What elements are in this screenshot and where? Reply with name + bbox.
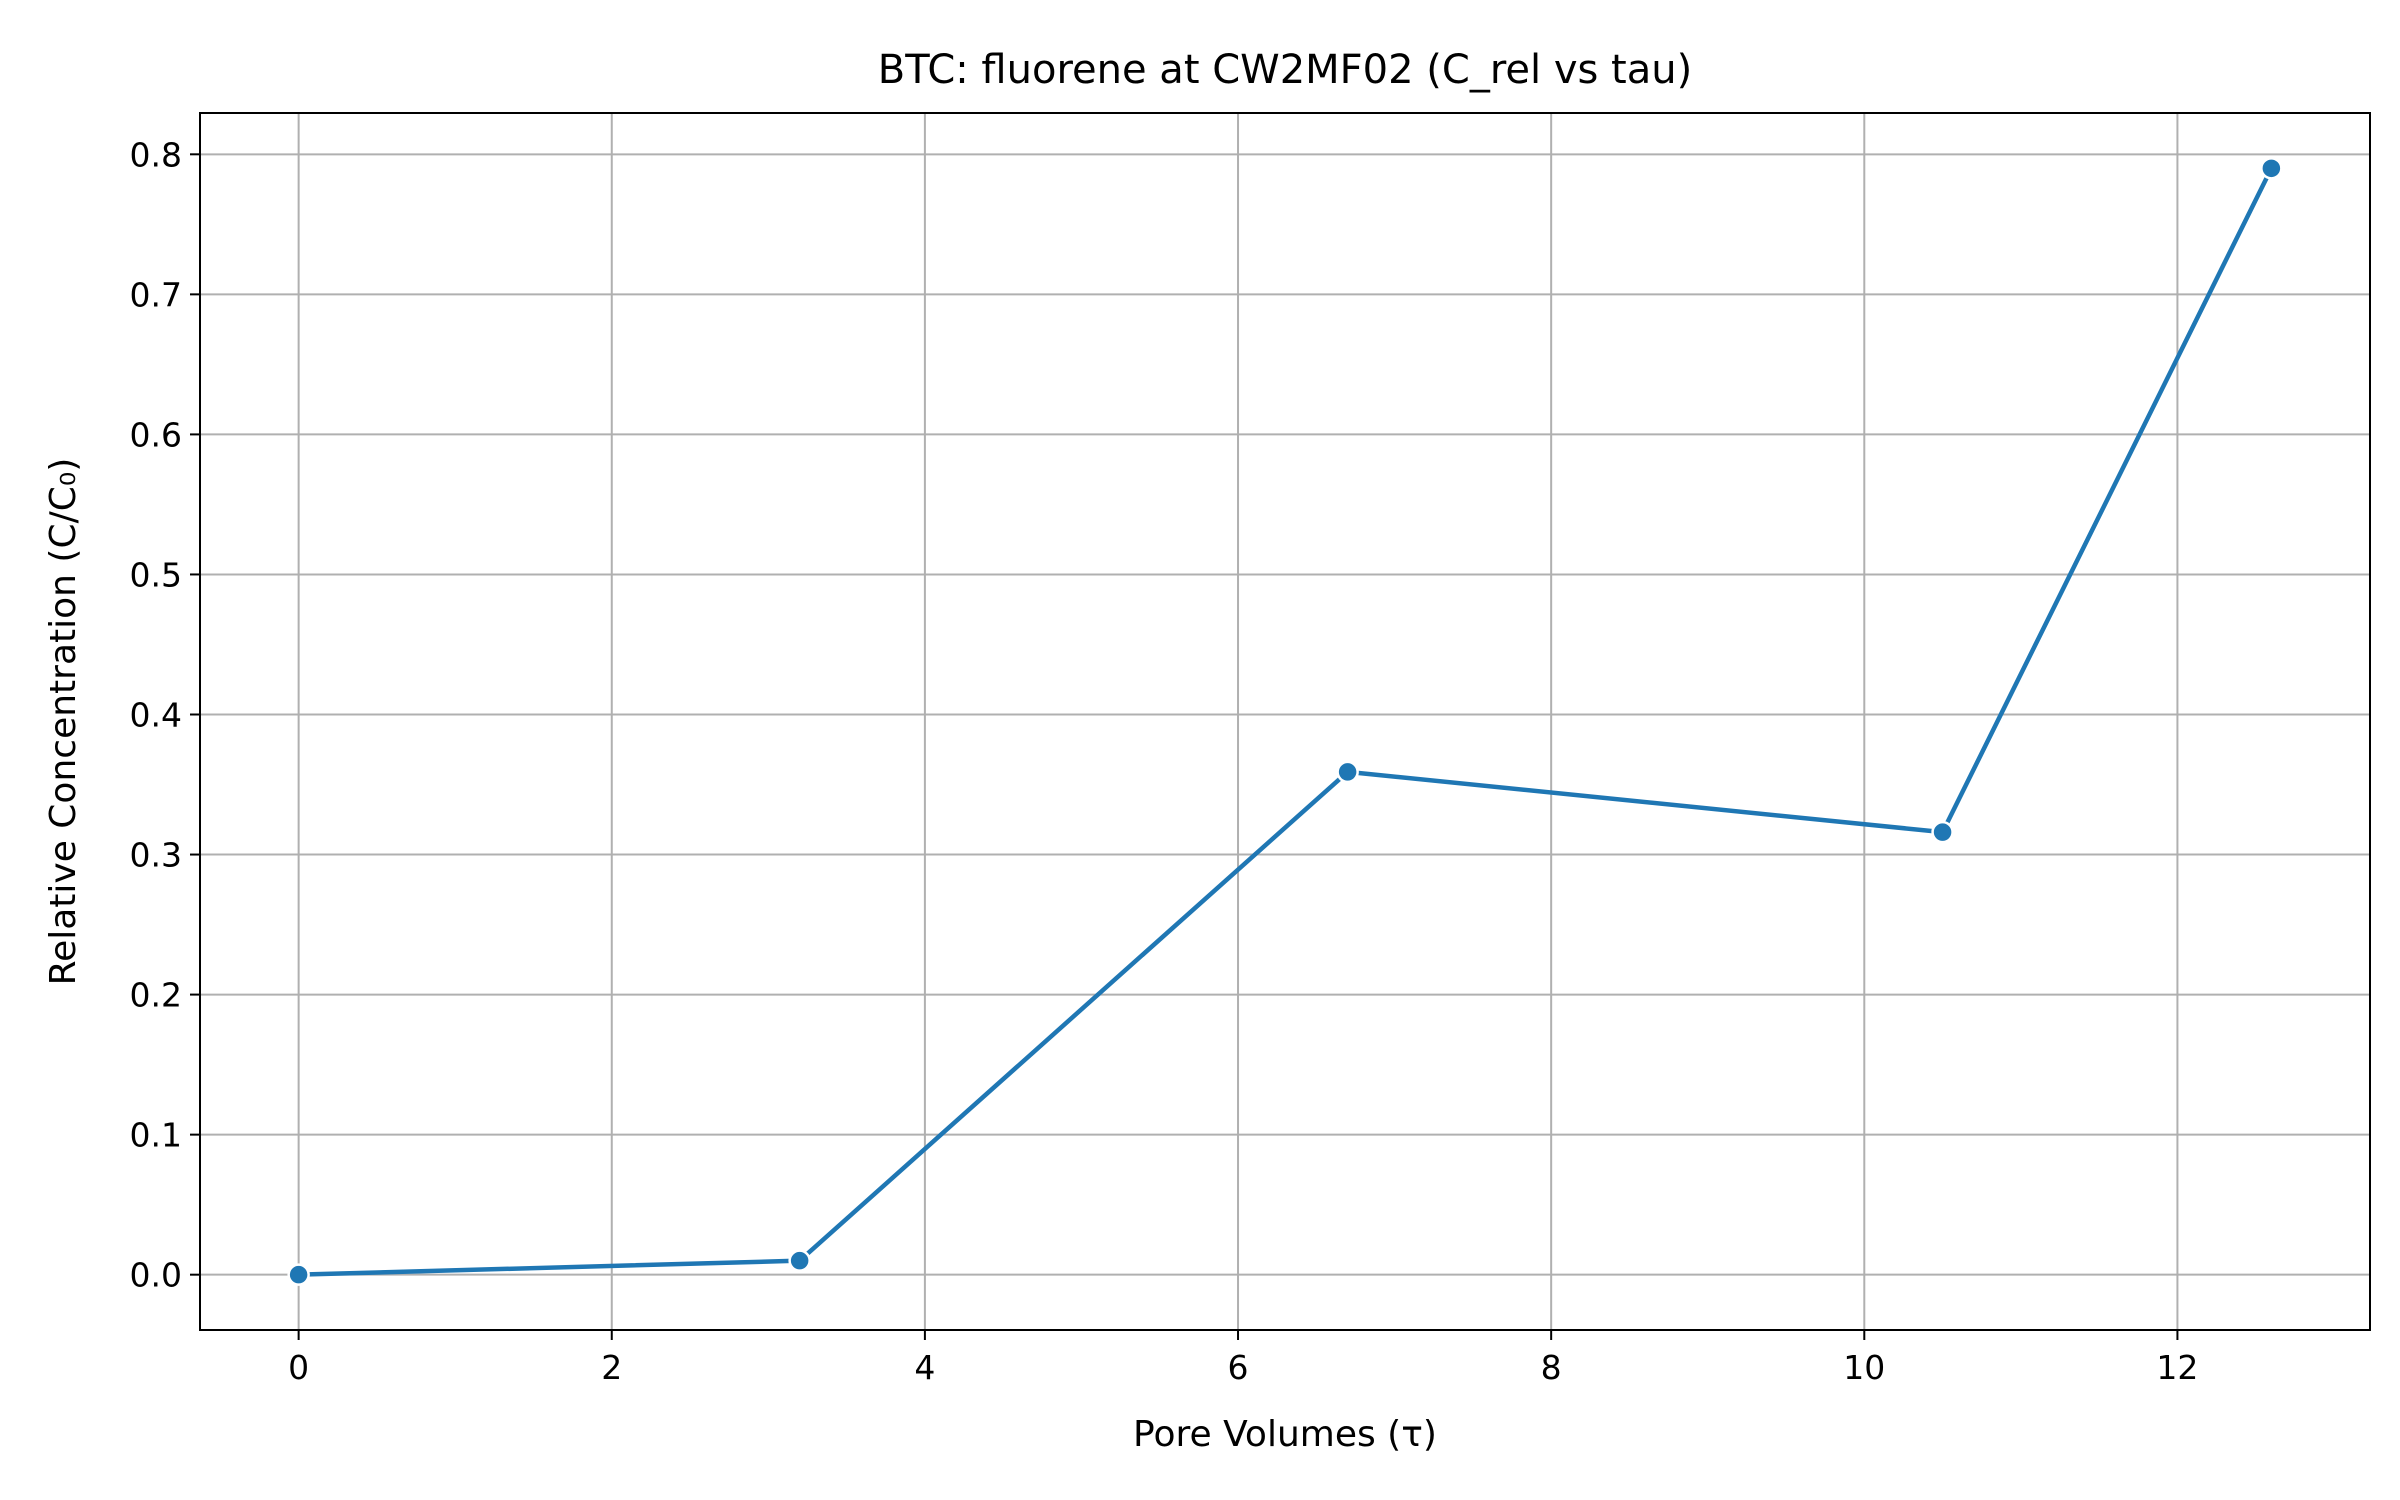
y-tick-label: 0.8 xyxy=(130,135,182,174)
y-tick-label: 0.4 xyxy=(130,695,182,734)
y-tick-label: 0.5 xyxy=(130,555,182,594)
series-layer xyxy=(287,157,2283,1286)
x-tick-label: 10 xyxy=(1843,1348,1885,1387)
y-tick-label: 0.1 xyxy=(130,1116,182,1155)
data-point xyxy=(1931,820,1954,844)
grid-lines xyxy=(200,113,2370,1330)
data-point xyxy=(1336,760,1359,784)
y-tick-label: 0.6 xyxy=(130,415,182,454)
y-axis-label: Relative Concentration (C/C₀) xyxy=(43,458,84,986)
chart-title: BTC: fluorene at CW2MF02 (C_rel vs tau) xyxy=(878,47,1692,93)
x-axis: 0 2 4 6 8 10 12 xyxy=(288,1330,2198,1387)
x-tick-label: 2 xyxy=(601,1348,622,1387)
x-tick-label: 8 xyxy=(1541,1348,1562,1387)
series-line xyxy=(296,166,2274,1277)
data-point xyxy=(2260,157,2283,180)
x-tick-label: 0 xyxy=(288,1348,309,1387)
x-tick-label: 12 xyxy=(2156,1348,2198,1387)
plot-frame xyxy=(199,112,2371,1331)
y-tick-label: 0.0 xyxy=(130,1256,182,1295)
x-tick-label: 6 xyxy=(1228,1348,1249,1387)
x-tick-label: 4 xyxy=(914,1348,935,1387)
x-axis-label: Pore Volumes (τ) xyxy=(1133,1414,1437,1455)
y-tick-label: 0.2 xyxy=(130,976,182,1015)
y-tick-label: 0.3 xyxy=(130,836,182,875)
y-tick-label: 0.7 xyxy=(130,275,182,314)
y-axis: 0.0 0.1 0.2 0.3 0.4 0.5 0.6 0.7 0.8 xyxy=(130,135,200,1295)
data-point xyxy=(788,1249,811,1272)
data-point xyxy=(287,1263,310,1286)
